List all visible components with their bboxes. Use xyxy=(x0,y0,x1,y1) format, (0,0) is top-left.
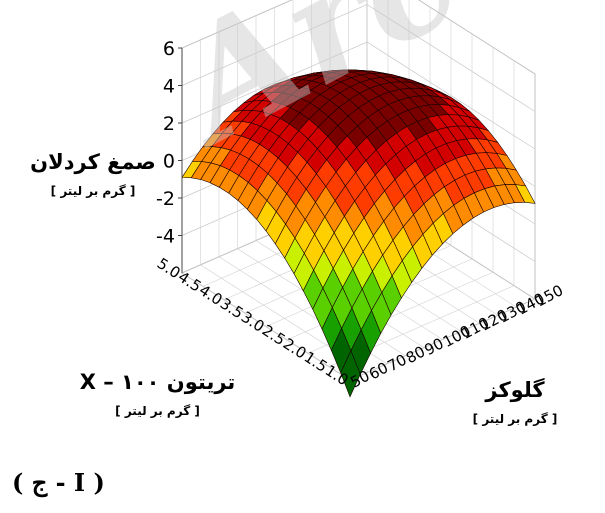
z-axis-ticks: 6 4 2 0 -2 -4 xyxy=(156,38,183,273)
z-tick-label: 2 xyxy=(163,113,175,135)
y-axis-title: تریتون X – ۱۰۰ [ گرم بر لیتر ] xyxy=(70,370,245,418)
y-floorline xyxy=(349,298,536,381)
z-tick-label: 0 xyxy=(163,151,175,173)
z-tick-label: 4 xyxy=(163,76,175,98)
x-axis-label: گلوکز xyxy=(485,378,545,402)
y-axis-unit: [ گرم بر لیتر ] xyxy=(115,404,200,418)
z-tick-label: -2 xyxy=(156,188,175,210)
z-gridline xyxy=(181,0,536,75)
panel-label: ( ج - I ) xyxy=(12,468,105,497)
y-axis-label: تریتون X – ۱۰۰ xyxy=(79,370,236,394)
z-axis-label: صمغ کردلان xyxy=(30,150,156,174)
z-axis-title: صمغ کردلان [ گرم بر لیتر ] xyxy=(8,150,178,198)
surface-cell xyxy=(340,349,361,398)
x-tick-label: 150 xyxy=(532,281,566,310)
z-tick-label: 6 xyxy=(163,38,175,60)
x-axis-unit: [ گرم بر لیتر ] xyxy=(472,412,558,426)
z-axis-unit: [ گرم بر لیتر ] xyxy=(50,184,136,198)
z-tick-label: -4 xyxy=(156,226,175,248)
response-surface xyxy=(181,69,536,398)
x-axis-title: گلوکز [ گرم بر لیتر ] xyxy=(450,378,580,426)
